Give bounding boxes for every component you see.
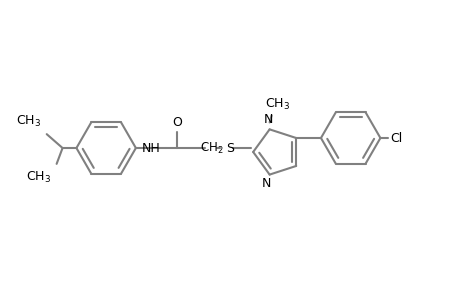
Text: CH$_3$: CH$_3$: [264, 96, 290, 112]
Text: N: N: [261, 177, 271, 190]
Text: CH$_3$: CH$_3$: [26, 170, 50, 185]
Text: Cl: Cl: [390, 131, 402, 145]
Text: NH: NH: [141, 142, 160, 154]
Text: CH$_2$: CH$_2$: [200, 140, 224, 156]
Text: CH$_3$: CH$_3$: [16, 114, 41, 129]
Text: O: O: [172, 116, 182, 129]
Text: N: N: [263, 113, 273, 126]
Text: S: S: [225, 142, 234, 154]
